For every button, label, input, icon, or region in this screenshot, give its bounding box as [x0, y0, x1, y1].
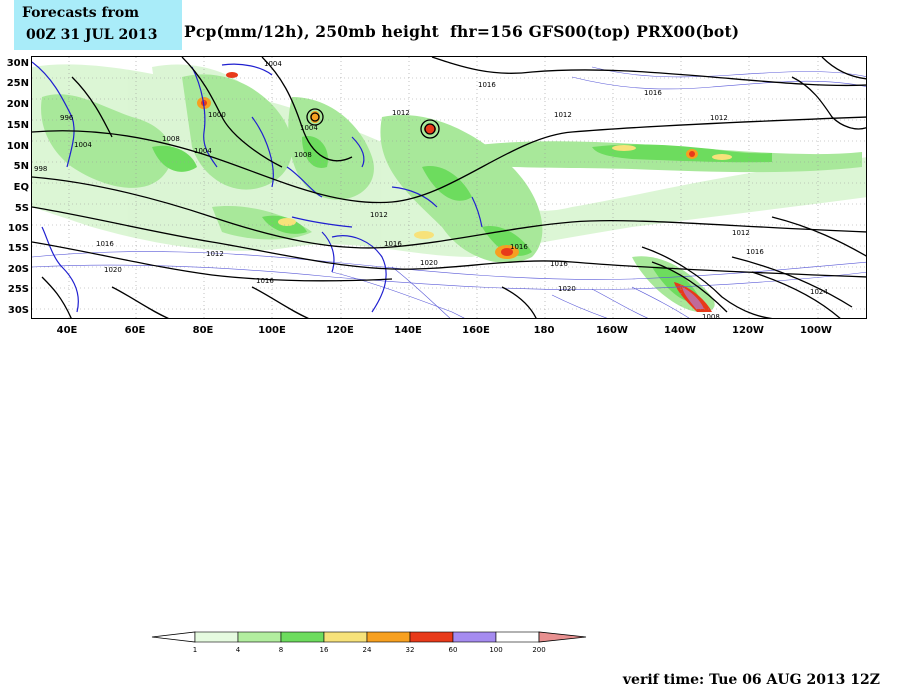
lon-label: 160E	[462, 325, 490, 336]
isobar-label: 996	[60, 114, 74, 122]
lat-label: 5S	[14, 203, 29, 214]
lat-label: EQ	[13, 182, 29, 193]
lon-label: 60E	[124, 325, 146, 336]
lon-label: 140E	[394, 325, 422, 336]
isobar-label: 1020	[104, 266, 122, 274]
lon-label: 160W	[596, 325, 628, 336]
isobar-label: 1016	[550, 260, 568, 268]
lon-label: 120W	[732, 325, 764, 336]
lat-label: 20S	[7, 264, 29, 275]
lon-label: 140W	[664, 325, 696, 336]
lon-label: 120E	[326, 325, 354, 336]
colorbar-tick: 200	[532, 646, 546, 654]
colorbar-tick: 100	[489, 646, 503, 654]
colorbar-swatch	[452, 631, 497, 643]
colorbar-swatch	[323, 631, 368, 643]
colorbar-tick: 16	[319, 646, 329, 654]
lat-label: 15S	[7, 243, 29, 254]
isobar-label: 1012	[370, 211, 388, 219]
map-panel: 1004 1016 1016 1012 1012 1012 996 1000 1…	[31, 56, 867, 319]
lat-label: 25S	[7, 284, 29, 295]
colorbar-swatch	[409, 631, 454, 643]
lat-label: 20N	[6, 99, 29, 110]
colorbar-tick: 24	[362, 646, 372, 654]
isobar-label: 1020	[558, 285, 576, 293]
lon-label: 80E	[192, 325, 214, 336]
isobar-label: 1004	[300, 124, 318, 132]
lat-label: 10N	[6, 141, 29, 152]
colorbar-tick: 1	[192, 646, 198, 654]
isobar-label: 1016	[478, 81, 496, 89]
isobar-label: 1012	[732, 229, 750, 237]
lon-label: 100E	[258, 325, 286, 336]
forecast-init-box: Forecasts from 00Z 31 JUL 2013	[14, 0, 182, 50]
colorbar-tick: 8	[278, 646, 284, 654]
lon-label: 100W	[800, 325, 832, 336]
isobar-label: 1012	[554, 111, 572, 119]
colorbar-left-arrow	[151, 631, 196, 643]
lat-label: 30S	[7, 305, 29, 316]
colorbar-swatch	[237, 631, 282, 643]
lat-label: 25N	[6, 78, 29, 89]
isobar-label: 1016	[644, 89, 662, 97]
map-graphic: 1004 1016 1016 1012 1012 1012 996 1000 1…	[32, 57, 866, 319]
lat-label: 15N	[6, 120, 29, 131]
forecast-line-1: Forecasts from	[22, 5, 140, 21]
isobar-label: 1016	[746, 248, 764, 256]
colorbar-right-arrow	[538, 631, 587, 643]
lat-label: 5N	[13, 161, 29, 172]
isobar-label: 1008	[294, 151, 312, 159]
isobar-label: 1012	[710, 114, 728, 122]
colorbar-tick: 4	[235, 646, 241, 654]
colorbar-swatch	[495, 631, 540, 643]
lon-label: 40E	[56, 325, 78, 336]
map-title: Pcp(mm/12h), 250mb height fhr=156 GFS00(…	[184, 22, 740, 41]
isobar-label: 1012	[392, 109, 410, 117]
isobar-label: 1016	[256, 277, 274, 285]
isobar-label: 1004	[194, 147, 212, 155]
colorbar-swatch	[194, 631, 239, 643]
isobar-label: 1004	[264, 60, 282, 68]
colorbar-tick: 32	[405, 646, 415, 654]
colorbar-swatch	[280, 631, 325, 643]
isobar-label: 1016	[96, 240, 114, 248]
lat-label: 10S	[7, 223, 29, 234]
isobar-label: 1000	[208, 111, 226, 119]
colorbar-tick: 60	[448, 646, 458, 654]
lat-label: 30N	[6, 58, 29, 69]
isobar-labels: 1004 1016 1016 1012 1012 1012 996 1000 1…	[34, 60, 828, 319]
precip-colorbar	[151, 631, 587, 643]
height-contours-blue	[32, 66, 866, 318]
coastlines	[32, 61, 483, 313]
isobar-label: 1016	[384, 240, 402, 248]
isobar-label: 1004	[74, 141, 92, 149]
isobar-label: 1020	[420, 259, 438, 267]
isobar-label: 998	[34, 165, 47, 173]
isobar-label: 1012	[206, 250, 224, 258]
forecast-line-2: 00Z 31 JUL 2013	[26, 27, 158, 43]
colorbar-swatch	[366, 631, 411, 643]
isobar-label: 1024	[810, 288, 828, 296]
isobar-label: 1016	[510, 243, 528, 251]
verif-time: verif time: Tue 06 AUG 2013 12Z	[622, 672, 880, 688]
isobar-label: 1008	[702, 313, 720, 319]
isobars	[32, 57, 866, 318]
lon-label: 180	[533, 325, 555, 336]
isobar-label: 1008	[162, 135, 180, 143]
